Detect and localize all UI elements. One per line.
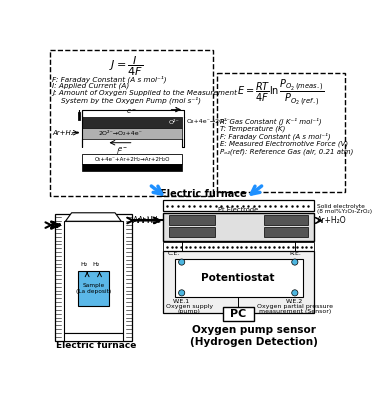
Text: Electric furnace: Electric furnace bbox=[160, 189, 247, 199]
Text: Solid electrolyte
(8 mol%Y₂O₃-ZrO₂): Solid electrolyte (8 mol%Y₂O₃-ZrO₂) bbox=[317, 204, 372, 214]
Text: T: Temperature (K): T: Temperature (K) bbox=[221, 125, 286, 132]
Circle shape bbox=[178, 259, 185, 265]
Bar bbox=[82, 128, 182, 139]
Text: i: i bbox=[175, 106, 177, 112]
Text: 2O²⁻→O₂+4e⁻: 2O²⁻→O₂+4e⁻ bbox=[99, 131, 143, 136]
Text: $e^-$: $e^-$ bbox=[116, 145, 128, 154]
Text: E: Measured Electromotive Force (V): E: Measured Electromotive Force (V) bbox=[221, 140, 349, 147]
Bar bbox=[82, 154, 182, 164]
Text: W.E.1: W.E.1 bbox=[173, 299, 190, 304]
Text: R: Gas Constant (J K⁻¹ mol⁻¹): R: Gas Constant (J K⁻¹ mol⁻¹) bbox=[221, 117, 322, 125]
Text: $E = \dfrac{RT}{4F}\ln\dfrac{P_{O_2\,(meas.)}}{P_{O_2\,(ref.)}}$: $E = \dfrac{RT}{4F}\ln\dfrac{P_{O_2\,(me… bbox=[237, 77, 325, 107]
Circle shape bbox=[292, 259, 298, 265]
Bar bbox=[175, 259, 303, 298]
Bar bbox=[50, 50, 213, 196]
Bar bbox=[217, 73, 345, 192]
Bar bbox=[64, 221, 123, 333]
Bar bbox=[163, 242, 314, 251]
Text: R.E.: R.E. bbox=[289, 251, 301, 256]
Text: H₂: H₂ bbox=[93, 262, 100, 268]
Text: C.E.: C.E. bbox=[168, 251, 180, 256]
Circle shape bbox=[292, 290, 298, 296]
Bar bbox=[163, 213, 314, 240]
Circle shape bbox=[178, 290, 185, 296]
Text: Ar+H₂: Ar+H₂ bbox=[138, 216, 161, 225]
Text: O₂+4e⁻+Ar+2H₂→Ar+2H₂O: O₂+4e⁻+Ar+2H₂→Ar+2H₂O bbox=[94, 157, 170, 162]
Bar bbox=[223, 308, 254, 321]
Text: I: Applied Current (A): I: Applied Current (A) bbox=[52, 83, 130, 89]
Text: F: Faraday Constant (A s mol⁻¹): F: Faraday Constant (A s mol⁻¹) bbox=[52, 76, 167, 83]
Text: PC: PC bbox=[230, 310, 247, 320]
Bar bbox=[264, 227, 308, 237]
Text: O₂+4e⁻→2O²⁻: O₂+4e⁻→2O²⁻ bbox=[186, 119, 230, 124]
Bar bbox=[78, 271, 109, 306]
Bar bbox=[163, 251, 314, 313]
Bar bbox=[82, 164, 182, 171]
Text: Electric furnace: Electric furnace bbox=[56, 341, 137, 350]
Bar bbox=[163, 200, 314, 211]
Text: Oxygen pump sensor
(Hydrogen Detection): Oxygen pump sensor (Hydrogen Detection) bbox=[190, 325, 318, 347]
Bar bbox=[82, 117, 182, 128]
Text: Sample
(La deposit): Sample (La deposit) bbox=[76, 283, 111, 294]
Text: Ar+H₂O: Ar+H₂O bbox=[317, 216, 346, 225]
Text: Pₒ₂(ref): Reference Gas (air, 0.21 atm): Pₒ₂(ref): Reference Gas (air, 0.21 atm) bbox=[221, 148, 354, 155]
Bar bbox=[168, 215, 215, 225]
Bar bbox=[264, 215, 308, 225]
Text: O²⁻: O²⁻ bbox=[168, 120, 179, 125]
Text: Oxygen supply
(pump): Oxygen supply (pump) bbox=[166, 304, 213, 314]
Bar bbox=[55, 214, 132, 341]
Text: H₂: H₂ bbox=[80, 262, 87, 268]
Text: $e^-$: $e^-$ bbox=[126, 107, 137, 116]
Text: Ar+H₂→: Ar+H₂→ bbox=[52, 130, 80, 136]
Text: F: Faraday Constant (A s mol⁻¹): F: Faraday Constant (A s mol⁻¹) bbox=[221, 133, 331, 140]
Text: Pt Electrode: Pt Electrode bbox=[218, 207, 259, 213]
Text: Ar+H₂: Ar+H₂ bbox=[133, 216, 157, 225]
Text: W.E.2: W.E.2 bbox=[286, 299, 303, 304]
Text: Ar: Ar bbox=[50, 221, 62, 230]
Text: i: i bbox=[116, 149, 118, 155]
Text: Oxygen partial pressure
measurement (Sensor): Oxygen partial pressure measurement (Sen… bbox=[257, 304, 333, 314]
Bar bbox=[64, 333, 123, 341]
Text: System by the Oxygen Pump (mol s⁻¹): System by the Oxygen Pump (mol s⁻¹) bbox=[52, 96, 201, 104]
Bar bbox=[168, 227, 215, 237]
Text: $J = \dfrac{I}{4F}$: $J = \dfrac{I}{4F}$ bbox=[109, 54, 143, 78]
Polygon shape bbox=[65, 213, 121, 221]
Text: J: Amount of Oxygen Supplied to the Measurement: J: Amount of Oxygen Supplied to the Meas… bbox=[52, 90, 237, 96]
Text: Potentiostat: Potentiostat bbox=[202, 273, 275, 283]
